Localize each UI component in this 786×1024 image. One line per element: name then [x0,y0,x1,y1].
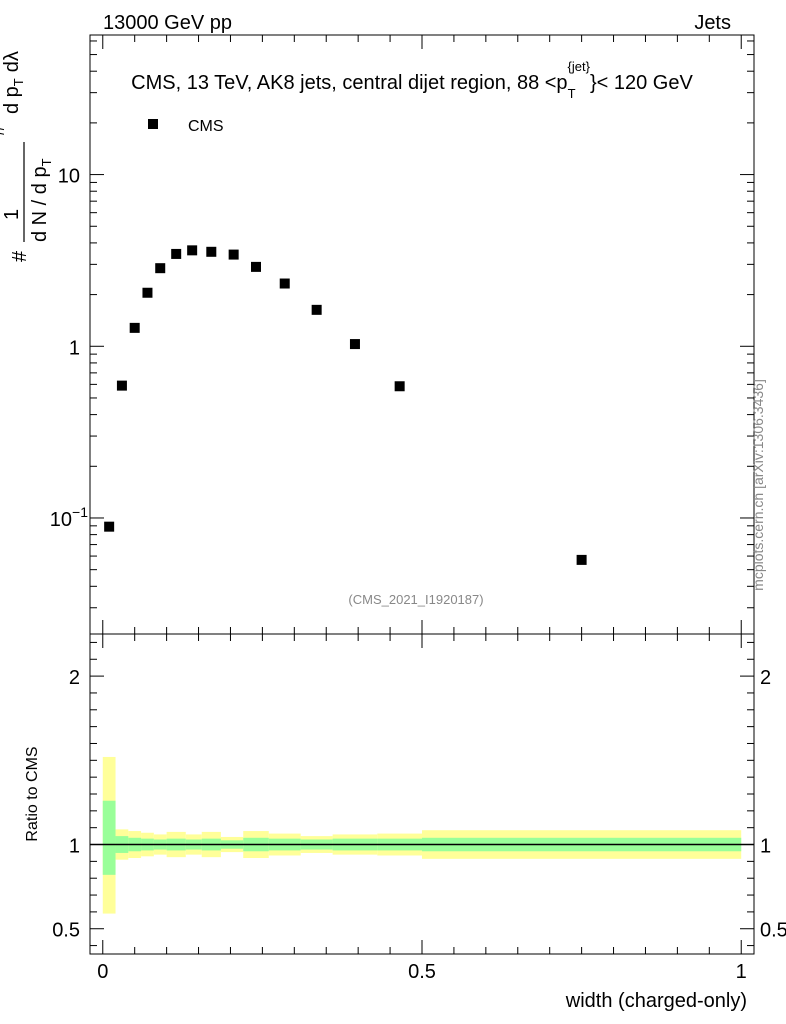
data-point [228,249,239,260]
mcplots-watermark: mcplots.cern.ch [arXiv:1306.3436] [750,379,766,591]
ylabel-den-sub: T [39,158,54,166]
ylabel-den2: d pTdλ [1,51,26,114]
xtick-label: 0.5 [408,961,436,983]
data-point [116,380,127,391]
data-point [349,339,360,350]
ratio-ytick-label-left: 2 [69,667,80,689]
ratio-ytick-label-right: 2 [760,667,771,689]
title-prefix: CMS, 13 TeV, AK8 jets, central dijet reg… [131,72,567,94]
main-ylabel: # 1 d N / d pT # d2N d pTdλ [0,51,54,262]
data-point [142,287,153,298]
ratio-ylabel: Ratio to CMS [24,746,41,841]
title-suffix: }< 120 GeV [590,72,694,94]
data-point [279,278,290,289]
ylabel-one: 1 [1,209,23,220]
ratio-axis-ticks [90,634,754,954]
ylabel-den2-sub: T [11,78,26,86]
main-plot-area [104,245,587,565]
ytick-base: 10 [50,509,72,531]
data-point [251,261,261,272]
data-point [394,381,405,392]
main-ytick-label: 10−1 [50,504,88,531]
ylabel-hash-2: # [0,124,9,136]
data-point [129,322,140,333]
ratio-panel-frame [89,633,755,955]
data-point [206,246,217,257]
xaxis-label: width (charged-only) [565,990,747,1012]
ratio-ytick-label-left: 0.5 [52,920,80,942]
legend-marker [148,119,158,129]
ratio-panel: 0.5 0.51 12 2 0 0.5 1 Ratio to CMS width (cha… [24,633,786,1012]
ylabel-den2-text: d p [1,86,23,114]
main-axis-ticks [90,35,754,634]
ratio-inner-band [102,800,116,875]
ratio-ytick-label-right: 0.5 [760,920,786,942]
data-point [171,248,182,259]
title-pt-sub: T [568,86,576,101]
ylabel-hash: # [9,250,31,262]
main-ytick-label: 10 [58,166,80,188]
ytick-base: 1 [69,337,80,359]
ratio-xtick-labels: 0 0.5 1 [97,961,747,983]
ratio-ytick-labels: 0.5 0.5 1 1 2 2 [52,667,786,942]
data-point [311,304,322,315]
xtick-label: 0 [97,961,108,983]
ratio-ytick-label-left: 1 [69,836,80,858]
ratio-ytick-label-right: 1 [760,836,771,858]
ratio-bands [102,756,742,914]
ylabel-den2-rest: dλ [1,51,23,72]
header-jets-label: Jets [694,12,731,34]
ylabel-den: d N / d pT [29,158,54,242]
ytick-base: 10 [58,166,80,188]
data-point [187,245,198,256]
header-energy-label: 13000 GeV pp [103,12,232,34]
xtick-label: 1 [736,961,747,983]
legend-label: CMS [188,118,224,135]
chart-title: CMS, 13 TeV, AK8 jets, central dijet reg… [131,59,693,101]
main-panel: CMS, 13 TeV, AK8 jets, central dijet reg… [0,34,755,635]
title-jet-sup: {jet} [568,59,591,74]
data-point [155,263,166,274]
ytick-exponent: −1 [72,504,88,520]
analysis-watermark: (CMS_2021_I1920187) [348,592,483,607]
main-ytick-label: 1 [69,337,80,359]
data-point [576,554,587,565]
data-point [104,521,115,532]
ylabel-den-text: d N / d p [29,166,51,242]
